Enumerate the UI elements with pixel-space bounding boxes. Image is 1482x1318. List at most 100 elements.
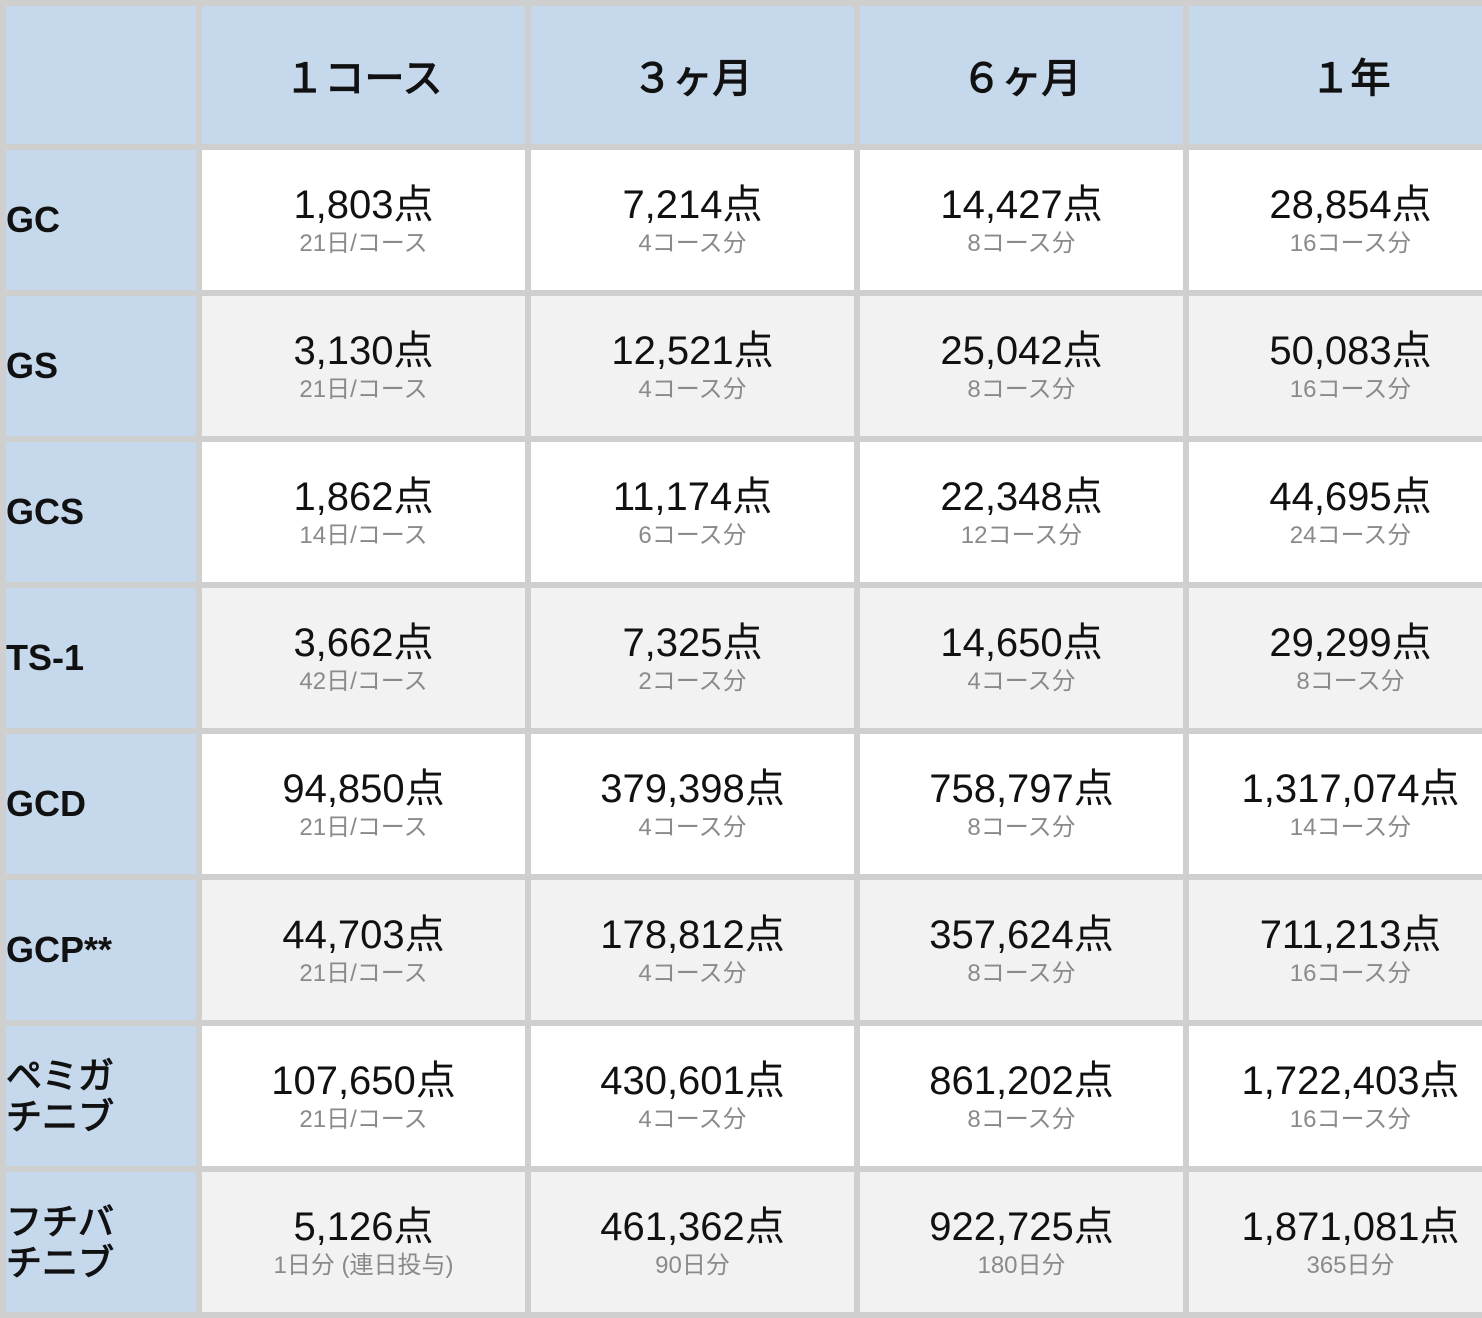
col-header-1course: １コース	[202, 6, 525, 144]
cell-subtext: 8コース分	[860, 231, 1183, 257]
cell-value: 1,722,403点	[1189, 1059, 1482, 1103]
data-cell: 922,725点 180日分	[860, 1172, 1183, 1312]
table-row: GS3,130点 21日/コース12,521点4コース分25,042点 8コース分5…	[6, 296, 1482, 436]
cell-value: 430,601点	[531, 1059, 854, 1103]
data-cell: 14,650点 4コース分	[860, 588, 1183, 728]
corner-cell	[6, 6, 196, 144]
cell-subtext: 180日分	[860, 1253, 1183, 1279]
cell-subtext: 4コース分	[531, 231, 854, 257]
cell-value: 711,213点	[1189, 913, 1482, 957]
cell-subtext: 12コース分	[860, 523, 1183, 549]
data-cell: 12,521点4コース分	[531, 296, 854, 436]
cell-value: 1,317,074点	[1189, 767, 1482, 811]
table-row: GC1,803点 21日/コース7,214点 4コース分14,427点 8コース分28…	[6, 150, 1482, 290]
cell-value: 7,325点	[531, 621, 854, 665]
data-cell: 711,213点 16コース分	[1189, 880, 1482, 1020]
cell-subtext: 16コース分	[1189, 961, 1482, 987]
cell-subtext: 21日/コース	[202, 961, 525, 987]
cell-subtext: 4コース分	[860, 669, 1183, 695]
cell-value: 461,362点	[531, 1205, 854, 1249]
data-cell: 7,325点2コース分	[531, 588, 854, 728]
row-header: フチバチニブ	[6, 1172, 196, 1312]
data-cell: 25,042点 8コース分	[860, 296, 1183, 436]
data-cell: 461,362点 90日分	[531, 1172, 854, 1312]
cell-subtext: 21日/コース	[202, 815, 525, 841]
row-header: TS-1	[6, 588, 196, 728]
cell-value: 94,850点	[202, 767, 525, 811]
cell-subtext: 90日分	[531, 1253, 854, 1279]
data-cell: 22,348点 12コース分	[860, 442, 1183, 582]
cell-value: 758,797点	[860, 767, 1183, 811]
cell-value: 28,854点	[1189, 183, 1482, 227]
cell-subtext: 8コース分	[860, 815, 1183, 841]
row-header: ペミガチニブ	[6, 1026, 196, 1166]
data-cell: 7,214点 4コース分	[531, 150, 854, 290]
data-cell: 1,722,403点 16コース分	[1189, 1026, 1482, 1166]
row-header: GCP**	[6, 880, 196, 1020]
cell-subtext: 21日/コース	[202, 1107, 525, 1133]
cell-subtext: 24コース分	[1189, 523, 1482, 549]
data-cell: 758,797点 8コース分	[860, 734, 1183, 874]
cell-value: 44,695点	[1189, 475, 1482, 519]
header-row: １コース ３ヶ月 ６ヶ月 １年	[6, 6, 1482, 144]
cell-value: 379,398点	[531, 767, 854, 811]
cell-value: 3,130点	[202, 329, 525, 373]
table-row: TS-13,662点 42日/コース7,325点2コース分14,650点 4コース分…	[6, 588, 1482, 728]
cell-value: 7,214点	[531, 183, 854, 227]
col-header-3months: ３ヶ月	[531, 6, 854, 144]
data-cell: 94,850点 21日/コース	[202, 734, 525, 874]
cell-value: 107,650点	[202, 1059, 525, 1103]
cell-subtext: 4コース分	[531, 377, 854, 403]
cell-value: 1,862点	[202, 475, 525, 519]
cell-subtext: 16コース分	[1189, 231, 1482, 257]
row-header: GCD	[6, 734, 196, 874]
table-body: GC1,803点21日/コース7,214点4コース分14,427点8コース分28…	[6, 150, 1482, 1312]
data-cell: 14,427点 8コース分	[860, 150, 1183, 290]
cell-subtext: 8コース分	[1189, 669, 1482, 695]
data-cell: 178,812点 4コース分	[531, 880, 854, 1020]
cell-value: 922,725点	[860, 1205, 1183, 1249]
data-cell: 11,174点6コース分	[531, 442, 854, 582]
col-header-1year: １年	[1189, 6, 1482, 144]
row-header: GC	[6, 150, 196, 290]
cell-value: 44,703点	[202, 913, 525, 957]
cell-subtext: 8コース分	[860, 377, 1183, 403]
cell-value: 25,042点	[860, 329, 1183, 373]
cell-value: 178,812点	[531, 913, 854, 957]
cell-value: 357,624点	[860, 913, 1183, 957]
data-cell: 379,398点4コース分	[531, 734, 854, 874]
data-cell: 357,624点 8コース分	[860, 880, 1183, 1020]
cell-value: 22,348点	[860, 475, 1183, 519]
data-cell: 3,662点 42日/コース	[202, 588, 525, 728]
cell-subtext: 365日分	[1189, 1253, 1482, 1279]
table-row: GCP**44,703点 21日/コース178,812点 4コース分357,624点…	[6, 880, 1482, 1020]
data-cell: 50,083点16コース分	[1189, 296, 1482, 436]
cell-value: 29,299点	[1189, 621, 1482, 665]
data-cell: 861,202点8コース分	[860, 1026, 1183, 1166]
data-cell: 5,126点 1日分 (連日投与)	[202, 1172, 525, 1312]
cell-subtext: 16コース分	[1189, 1107, 1482, 1133]
cell-subtext: 8コース分	[860, 1107, 1183, 1133]
col-header-6months: ６ヶ月	[860, 6, 1183, 144]
data-cell: 44,703点 21日/コース	[202, 880, 525, 1020]
row-header: GS	[6, 296, 196, 436]
cell-value: 1,871,081点	[1189, 1205, 1482, 1249]
data-cell: 1,317,074点14コース分	[1189, 734, 1482, 874]
cell-subtext: 1日分 (連日投与)	[202, 1253, 525, 1279]
table-row: フチバチニブ5,126点 1日分 (連日投与)461,362点 90日分922,72…	[6, 1172, 1482, 1312]
data-cell: 1,871,081点 365日分	[1189, 1172, 1482, 1312]
data-cell: 1,862点14日/コース	[202, 442, 525, 582]
cell-value: 11,174点	[531, 475, 854, 519]
cell-subtext: 21日/コース	[202, 231, 525, 257]
cell-subtext: 8コース分	[860, 961, 1183, 987]
cell-subtext: 42日/コース	[202, 669, 525, 695]
cell-subtext: 21日/コース	[202, 377, 525, 403]
cell-value: 1,803点	[202, 183, 525, 227]
cell-value: 14,427点	[860, 183, 1183, 227]
cell-value: 14,650点	[860, 621, 1183, 665]
cell-subtext: 4コース分	[531, 961, 854, 987]
cell-value: 5,126点	[202, 1205, 525, 1249]
cell-value: 3,662点	[202, 621, 525, 665]
cell-subtext: 4コース分	[531, 1107, 854, 1133]
table-row: ペミガチニブ107,650点 21日/コース430,601点 4コース分861,20…	[6, 1026, 1482, 1166]
